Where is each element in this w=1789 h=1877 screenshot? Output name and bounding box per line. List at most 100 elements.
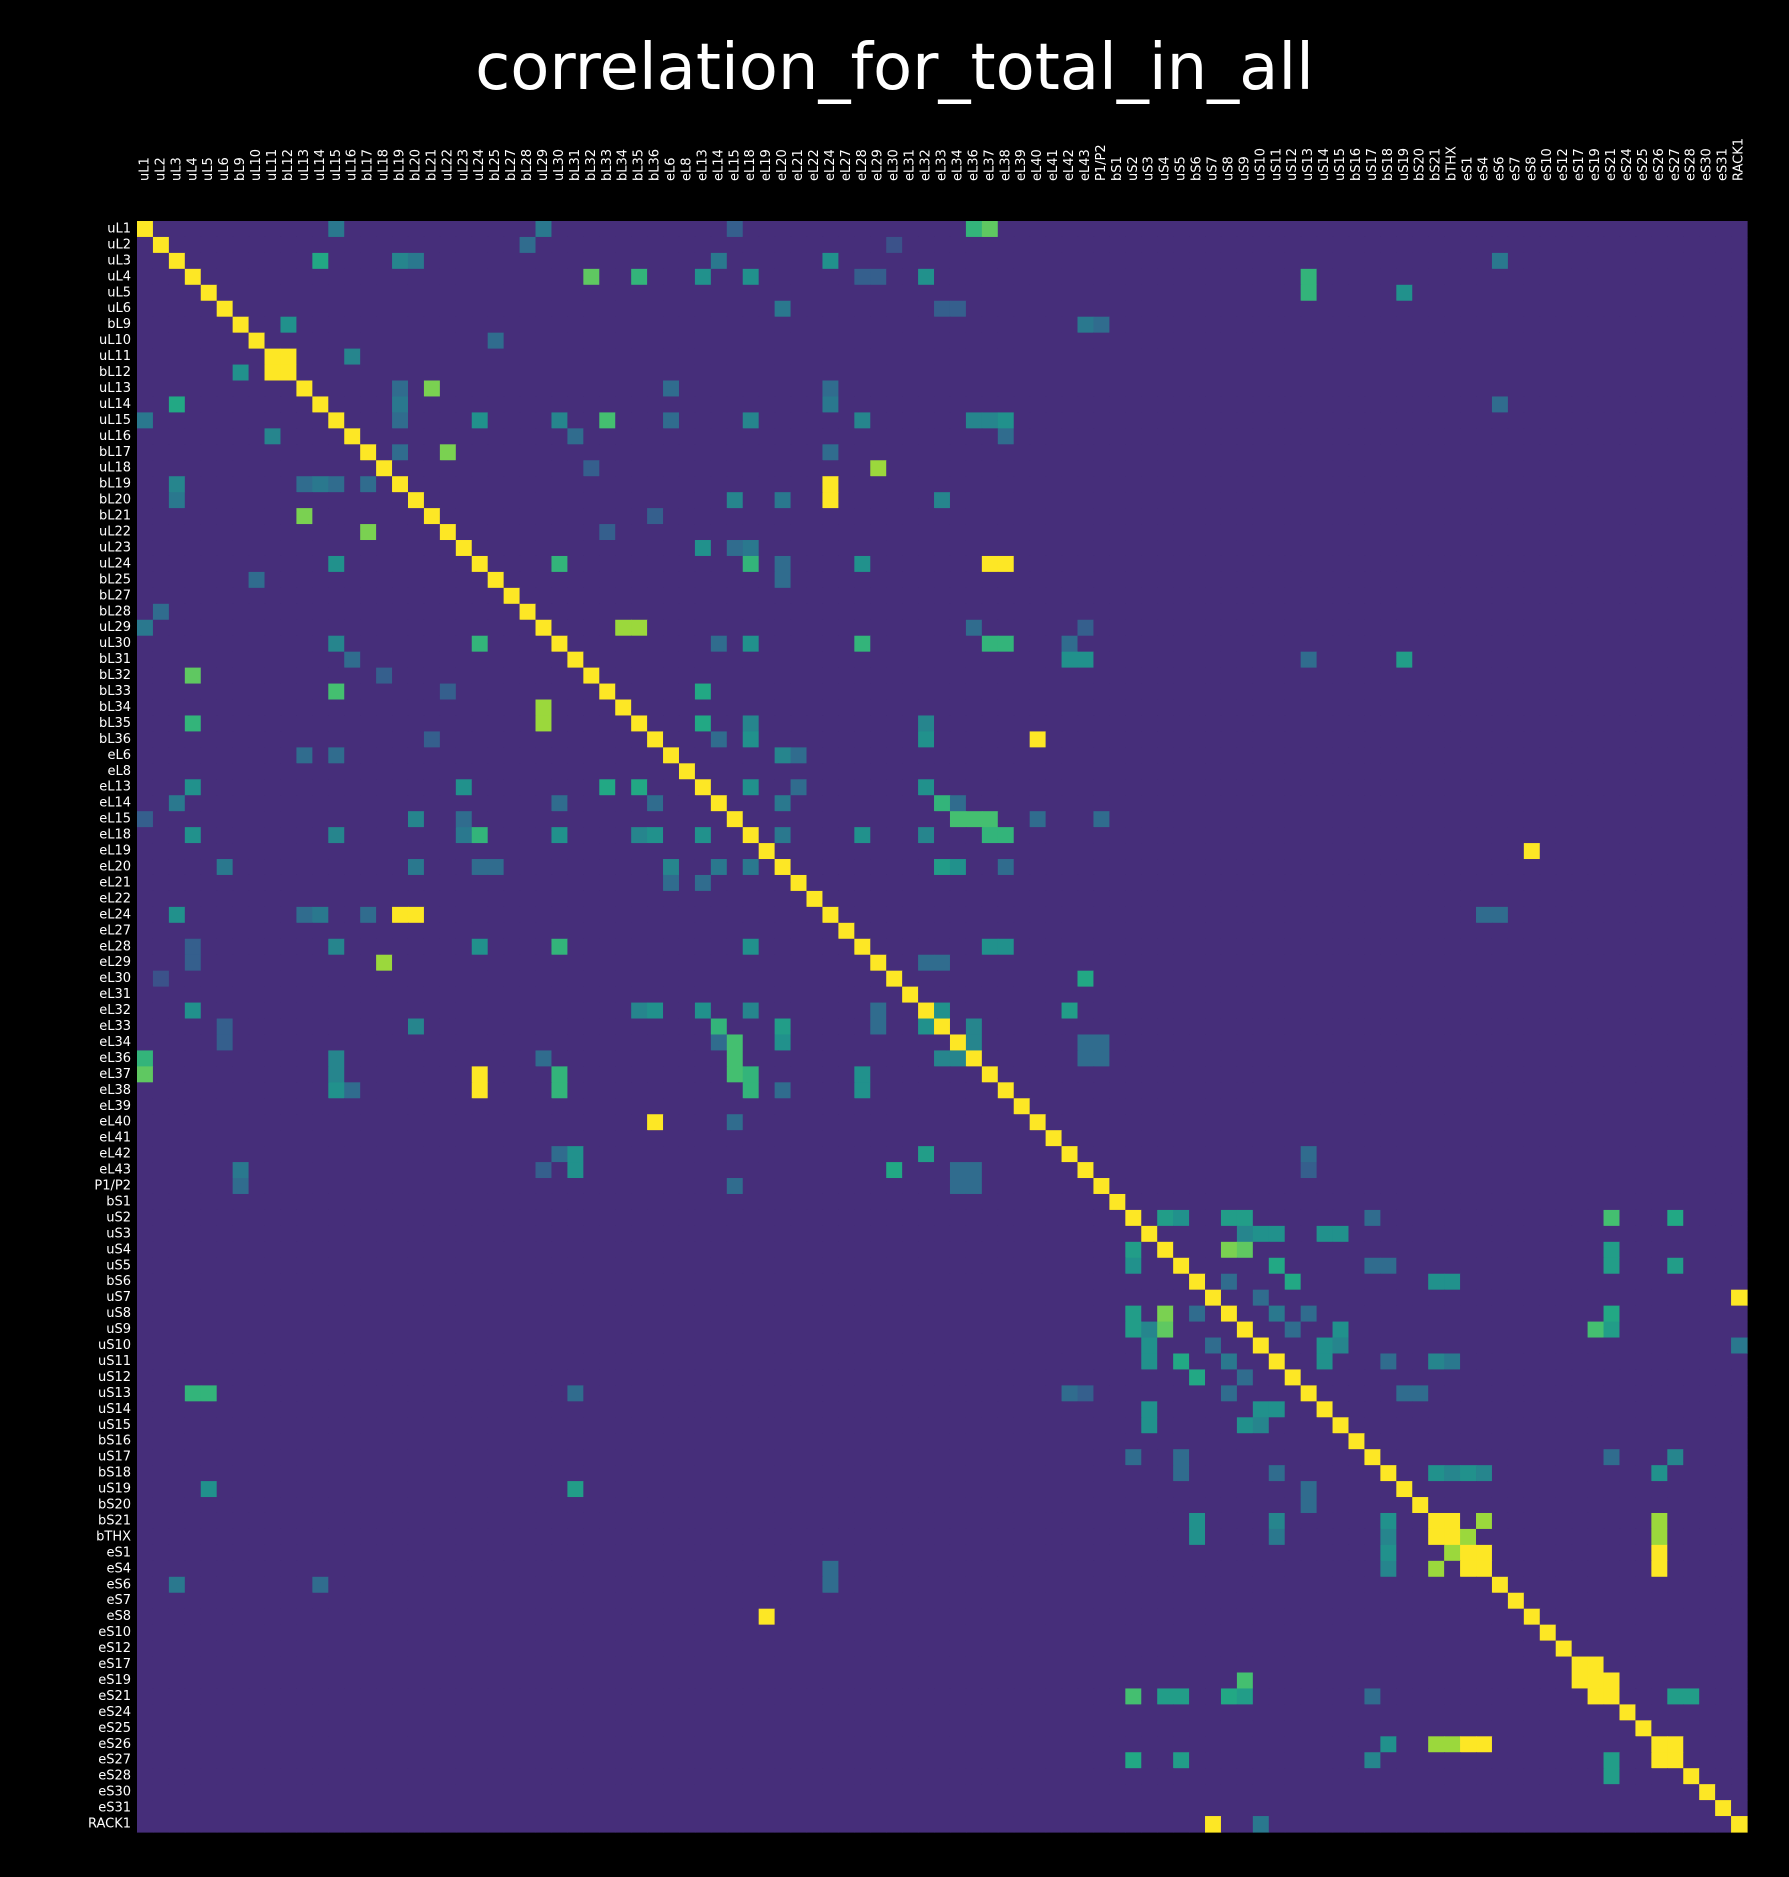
heatmap-cell (1699, 619, 1716, 637)
heatmap-cell (423, 795, 441, 812)
heatmap-cell (918, 428, 935, 445)
heatmap-cell (1077, 683, 1095, 701)
heatmap-cell (1061, 460, 1079, 477)
heatmap-cell (806, 890, 824, 908)
heatmap-cell (1715, 460, 1732, 477)
heatmap-cell (1412, 364, 1429, 382)
heatmap-cell (886, 970, 903, 988)
heatmap-cell (168, 859, 186, 876)
heatmap-cell (519, 364, 537, 382)
heatmap-cell (455, 364, 473, 382)
heatmap-cell (1252, 571, 1270, 589)
heatmap-cell (1316, 635, 1334, 653)
heatmap-cell (392, 412, 409, 429)
heatmap-cell (583, 731, 600, 748)
heatmap-cell (1332, 683, 1350, 701)
heatmap-cell (1093, 954, 1110, 972)
heatmap-cell (423, 667, 441, 685)
heatmap-cell (407, 715, 425, 733)
heatmap-cell (615, 938, 632, 956)
heatmap-cell (1396, 970, 1413, 988)
heatmap-cell (774, 540, 792, 557)
heatmap-cell (280, 236, 298, 254)
heatmap-cell (487, 843, 505, 860)
heatmap-cell (981, 890, 999, 908)
heatmap-cell (1635, 508, 1652, 525)
heatmap-cell (1332, 555, 1350, 573)
heatmap-cell (1380, 587, 1397, 605)
heatmap-cell (296, 747, 313, 764)
heatmap-cell (1539, 252, 1557, 270)
heatmap-cell (1396, 986, 1413, 1004)
heatmap-cell (455, 731, 473, 748)
heatmap-cell (1093, 555, 1110, 573)
heatmap-cell (710, 364, 728, 382)
heatmap-cell (1460, 667, 1477, 685)
heatmap-cell (439, 699, 457, 717)
heatmap-cell (1571, 316, 1589, 334)
heatmap-cell (710, 444, 728, 461)
heatmap-cell (1252, 508, 1270, 525)
heatmap-cell (886, 922, 903, 940)
heatmap-cell (1252, 874, 1270, 892)
heatmap-cell (1284, 508, 1302, 525)
heatmap-cell (1587, 970, 1605, 988)
heatmap-cell (328, 811, 345, 828)
heatmap-cell (232, 651, 250, 669)
heatmap-cell (439, 460, 457, 477)
heatmap-cell (1364, 667, 1381, 685)
heatmap-cell (1125, 922, 1142, 940)
heatmap-cell (870, 747, 887, 764)
heatmap-cell (1731, 779, 1748, 796)
heatmap-cell (184, 348, 202, 366)
heatmap-cell (1683, 699, 1700, 717)
heatmap-cell (1300, 236, 1318, 254)
heatmap-cell (1077, 938, 1095, 956)
heatmap-cell (1651, 444, 1668, 461)
heatmap-cell (1220, 587, 1238, 605)
heatmap-cell (216, 635, 234, 653)
heatmap-cell (742, 587, 760, 605)
heatmap-cell (886, 651, 903, 669)
heatmap-cell (599, 731, 616, 748)
heatmap-cell (248, 476, 266, 493)
chart-title: correlation_for_total_in_all (475, 31, 1314, 105)
heatmap-cell (1571, 954, 1589, 972)
heatmap-cell (1109, 284, 1126, 302)
heatmap-cell (694, 970, 712, 988)
heatmap-cell (631, 667, 648, 685)
heatmap-cell (551, 380, 568, 398)
heatmap-cell (1300, 827, 1318, 844)
heatmap-cell (1252, 460, 1270, 477)
heatmap-cell (567, 364, 584, 382)
heatmap-cell (774, 651, 792, 669)
heatmap-cell (599, 555, 616, 573)
heatmap-cell (1476, 364, 1493, 382)
heatmap-cell (647, 603, 664, 621)
heatmap-cell (1109, 843, 1126, 860)
heatmap-cell (312, 906, 329, 924)
heatmap-cell (1077, 268, 1095, 286)
heatmap-cell (376, 938, 393, 956)
heatmap-cell (1603, 396, 1621, 414)
heatmap-cell (854, 316, 871, 334)
heatmap-cell (1332, 508, 1350, 525)
heatmap-cell (1252, 587, 1270, 605)
heatmap-cell (1045, 332, 1063, 350)
heatmap-cell (838, 284, 855, 302)
heatmap-cell (1220, 715, 1238, 733)
heatmap-cell (1460, 763, 1477, 780)
heatmap-cell (1396, 444, 1413, 461)
heatmap-cell (838, 540, 855, 557)
heatmap-cell (1460, 221, 1477, 238)
heatmap-cell (1109, 412, 1126, 429)
heatmap-cell (152, 444, 170, 461)
heatmap-cell (137, 428, 154, 445)
heatmap-cell (710, 906, 728, 924)
heatmap-cell (423, 492, 441, 509)
heatmap-cell (854, 827, 871, 844)
heatmap-cell (1364, 651, 1381, 669)
heatmap-cell (1252, 715, 1270, 733)
heatmap-cell (774, 763, 792, 780)
heatmap-cell (1555, 460, 1573, 477)
